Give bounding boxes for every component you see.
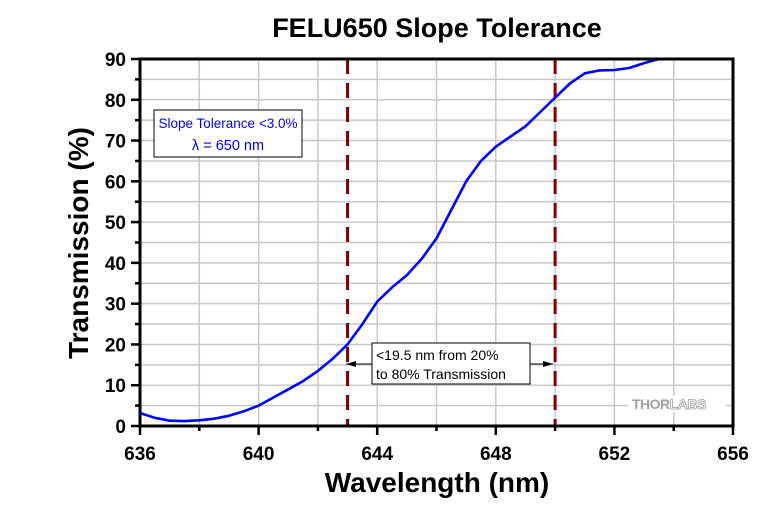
y-tick-label: 40 bbox=[105, 254, 126, 275]
x-tick-label: 656 bbox=[717, 444, 749, 465]
x-tick-label: 640 bbox=[243, 444, 275, 465]
x-axis-label: Wavelength (nm) bbox=[325, 467, 550, 498]
x-tick-label: 648 bbox=[480, 444, 512, 465]
range-annotation: <19.5 nm from 20% to 80% Transmission bbox=[346, 342, 553, 385]
spec-annotation-line2: λ = 650 nm bbox=[192, 138, 264, 154]
y-tick-label: 60 bbox=[105, 172, 126, 193]
logo-text: THORLABS bbox=[632, 396, 706, 412]
transmission-curve bbox=[139, 57, 660, 423]
range-annotation-line2: to 80% Transmission bbox=[376, 366, 506, 382]
spec-annotation-box bbox=[153, 109, 303, 158]
axes bbox=[131, 57, 735, 435]
thorlabs-logo: THORLABS bbox=[628, 396, 726, 412]
range-arrowhead-left bbox=[346, 361, 356, 367]
x-tick-label: 636 bbox=[124, 444, 156, 465]
y-tick-label: 30 bbox=[105, 295, 126, 316]
x-tick-label: 644 bbox=[361, 444, 393, 465]
y-tick-label: 70 bbox=[105, 132, 126, 153]
y-tick-label: 0 bbox=[115, 417, 126, 438]
y-axis-label: Transmission (%) bbox=[63, 127, 94, 359]
y-tick-label: 10 bbox=[105, 376, 126, 397]
x-tick-label: 652 bbox=[599, 444, 631, 465]
marker-lines bbox=[346, 59, 557, 426]
y-tick-label: 50 bbox=[105, 213, 126, 234]
y-tick-labels: 0 10 20 30 40 50 60 70 80 90 bbox=[105, 50, 126, 438]
y-tick-label: 20 bbox=[105, 335, 126, 356]
spec-annotation: Slope Tolerance <3.0% λ = 650 nm bbox=[153, 109, 303, 158]
x-tick-labels: 636 640 644 648 652 656 bbox=[124, 444, 749, 465]
y-tick-label: 80 bbox=[105, 91, 126, 112]
chart-title: FELU650 Slope Tolerance bbox=[272, 13, 602, 43]
range-annotation-box bbox=[371, 342, 531, 385]
spec-annotation-line1: Slope Tolerance <3.0% bbox=[159, 116, 298, 131]
logo-background bbox=[628, 396, 726, 412]
range-arrowhead-right bbox=[543, 361, 553, 367]
y-tick-label: 90 bbox=[105, 50, 126, 71]
range-annotation-line1: <19.5 nm from 20% bbox=[376, 347, 499, 363]
